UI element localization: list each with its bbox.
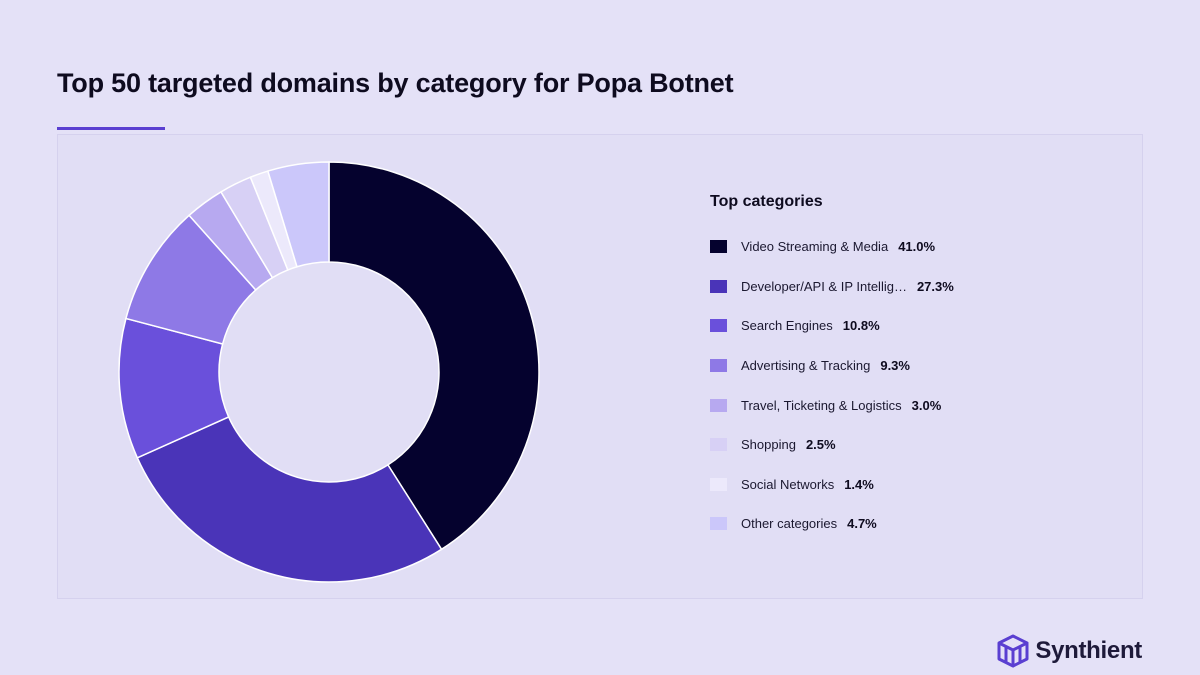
legend-swatch [710,398,727,412]
legend-item: Search Engines 10.8% [710,306,1130,346]
legend-value: 10.8% [842,318,880,334]
legend-swatch [710,517,727,531]
synthient-logo-icon [997,634,1029,668]
brand-name: Synthient [1035,637,1142,664]
legend-value: 3.0% [911,397,942,413]
legend-swatch [710,240,727,254]
legend-value: 2.5% [805,437,836,453]
title-underline [57,127,165,130]
legend-item: Travel, Ticketing & Logistics 3.0% [710,385,1130,425]
legend: Top categories Video Streaming & Media 4… [710,193,1130,544]
legend-value: 27.3% [916,278,954,294]
legend-title: Top categories [710,193,823,210]
legend-value: 9.3% [880,358,910,374]
chart-panel: Top categories Video Streaming & Media 4… [57,134,1143,599]
legend-label: Advertising & Tracking [741,358,871,374]
legend-label: Other categories [741,516,838,532]
brand: Synthient [997,634,1142,668]
donut-slice [328,161,540,551]
chart-title: Top 50 targeted domains by category for … [57,68,734,98]
legend-item: Shopping 2.5% [710,425,1130,465]
legend-value: 41.0% [898,239,936,255]
legend-label: Video Streaming & Media [741,239,889,255]
legend-item: Developer/API & IP Intellig… 27.3% [710,267,1130,307]
donut-slice [266,161,330,268]
legend-swatch [710,279,727,293]
legend-value: 4.7% [847,516,877,532]
legend-label: Search Engines [741,318,833,334]
legend-swatch [710,438,727,452]
legend-item: Advertising & Tracking 9.3% [710,346,1130,386]
legend-item: Video Streaming & Media 41.0% [710,227,1130,267]
legend-item: Social Networks 1.4% [710,465,1130,505]
legend-label: Shopping [741,437,796,453]
legend-swatch [710,359,727,373]
legend-item: Other categories 4.7% [710,504,1130,544]
legend-swatch [710,319,727,333]
donut-chart [118,161,540,583]
legend-label: Developer/API & IP Intellig… [741,278,907,294]
donut-slice [136,415,443,583]
legend-swatch [710,477,727,491]
legend-value: 1.4% [844,476,874,492]
legend-label: Social Networks [741,476,835,492]
legend-label: Travel, Ticketing & Logistics [741,397,902,413]
